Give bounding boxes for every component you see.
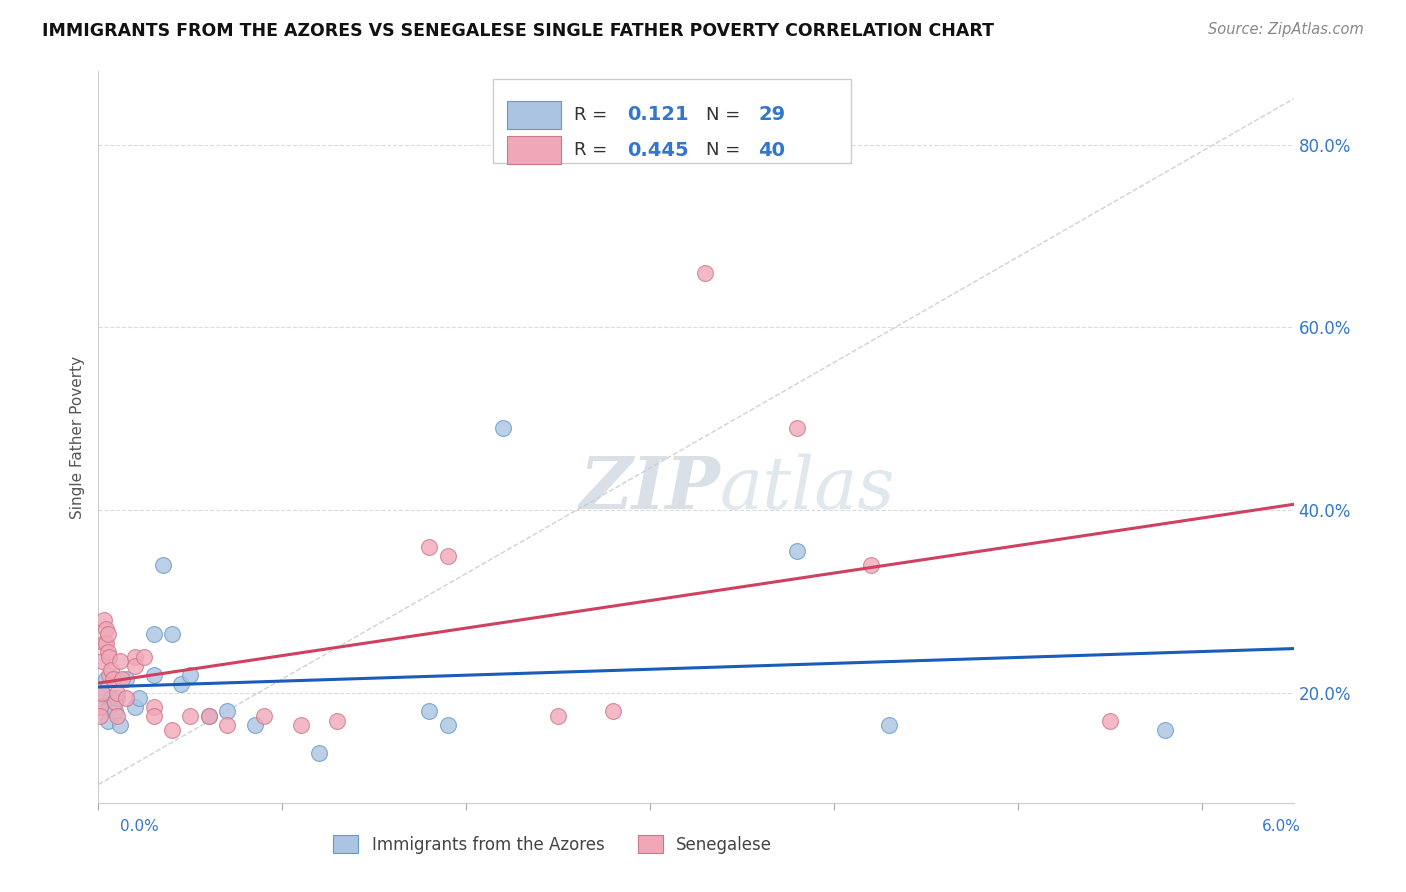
Point xyxy=(152,558,174,573)
Y-axis label: Single Father Poverty: Single Father Poverty xyxy=(70,356,86,518)
Point xyxy=(859,558,882,573)
Point xyxy=(1153,723,1175,737)
FancyBboxPatch shape xyxy=(508,136,561,164)
FancyBboxPatch shape xyxy=(494,78,852,163)
Point xyxy=(253,709,276,723)
Text: ZIP: ZIP xyxy=(579,453,720,524)
Text: 0.121: 0.121 xyxy=(627,105,689,124)
Point xyxy=(128,690,150,705)
Text: N =: N = xyxy=(706,141,745,159)
Point xyxy=(695,266,717,280)
Point xyxy=(217,718,239,732)
Point xyxy=(418,540,440,554)
Point xyxy=(124,699,146,714)
Point xyxy=(142,699,165,714)
Point xyxy=(290,718,312,732)
Text: 0.445: 0.445 xyxy=(627,141,689,160)
Point xyxy=(602,705,624,719)
Point xyxy=(436,718,458,732)
Point xyxy=(111,673,134,687)
Point xyxy=(93,613,115,627)
Point xyxy=(94,673,117,687)
Point xyxy=(91,686,114,700)
Text: N =: N = xyxy=(706,106,745,124)
Point xyxy=(98,649,121,664)
Point xyxy=(418,705,440,719)
Point xyxy=(97,645,120,659)
Point xyxy=(104,705,127,719)
Point xyxy=(786,421,808,435)
Point xyxy=(94,622,117,636)
Point xyxy=(89,695,111,709)
Point xyxy=(104,695,127,709)
FancyBboxPatch shape xyxy=(508,101,561,128)
Point xyxy=(160,723,183,737)
Point xyxy=(91,654,114,668)
Text: IMMIGRANTS FROM THE AZORES VS SENEGALESE SINGLE FATHER POVERTY CORRELATION CHART: IMMIGRANTS FROM THE AZORES VS SENEGALESE… xyxy=(42,22,994,40)
Point xyxy=(100,663,122,677)
Point xyxy=(93,699,115,714)
Text: Source: ZipAtlas.com: Source: ZipAtlas.com xyxy=(1208,22,1364,37)
Legend: Immigrants from the Azores, Senegalese: Immigrants from the Azores, Senegalese xyxy=(326,829,779,860)
Point xyxy=(97,626,120,640)
Point xyxy=(124,649,146,664)
Point xyxy=(786,544,808,558)
Point xyxy=(142,667,165,681)
Point xyxy=(110,654,132,668)
Point xyxy=(877,718,900,732)
Point xyxy=(134,649,156,664)
Point xyxy=(93,636,115,650)
Point xyxy=(179,709,201,723)
Point xyxy=(217,705,239,719)
Point xyxy=(142,709,165,723)
Point xyxy=(142,626,165,640)
Point xyxy=(1098,714,1121,728)
Text: atlas: atlas xyxy=(720,453,896,524)
Point xyxy=(326,714,349,728)
Point xyxy=(105,709,128,723)
Point xyxy=(124,658,146,673)
Point xyxy=(105,690,128,705)
Point xyxy=(110,718,132,732)
Point xyxy=(100,690,122,705)
Point xyxy=(115,690,138,705)
Point xyxy=(197,709,219,723)
Point xyxy=(97,714,120,728)
Point xyxy=(308,746,330,760)
Point xyxy=(89,699,111,714)
Point xyxy=(243,718,266,732)
Point xyxy=(160,626,183,640)
Point xyxy=(98,667,121,681)
Text: R =: R = xyxy=(574,106,613,124)
Point xyxy=(94,636,117,650)
Point xyxy=(197,709,219,723)
Text: 40: 40 xyxy=(758,141,785,160)
Point xyxy=(89,709,111,723)
Text: 0.0%: 0.0% xyxy=(120,820,159,834)
Point xyxy=(115,673,138,687)
Point xyxy=(492,421,515,435)
Point xyxy=(170,677,193,691)
Text: 6.0%: 6.0% xyxy=(1261,820,1301,834)
Point xyxy=(101,673,124,687)
Point xyxy=(179,667,201,681)
Point xyxy=(547,709,569,723)
Point xyxy=(436,549,458,563)
Point xyxy=(91,686,114,700)
Point xyxy=(98,699,121,714)
Text: R =: R = xyxy=(574,141,613,159)
Point xyxy=(105,686,128,700)
Text: 29: 29 xyxy=(758,105,785,124)
